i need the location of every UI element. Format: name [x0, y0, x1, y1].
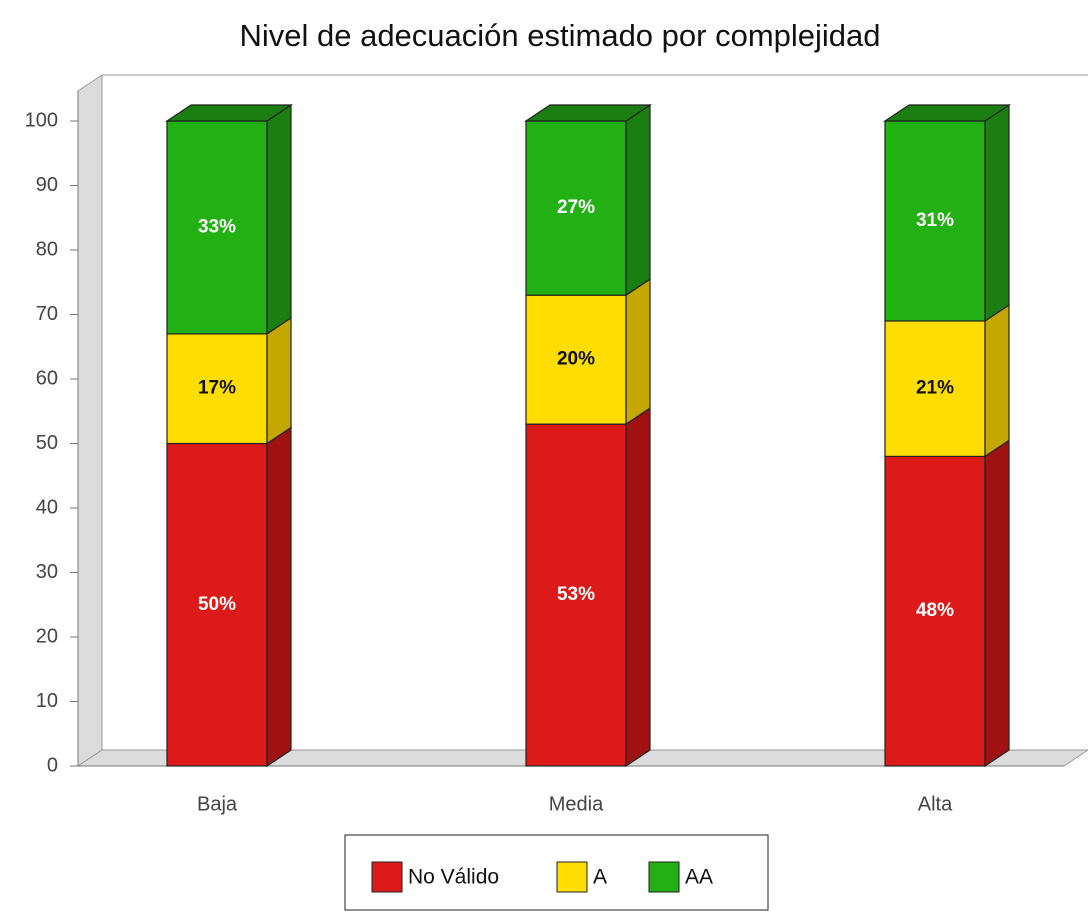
- y-tick-label: 40: [36, 496, 58, 518]
- y-tick-label: 30: [36, 561, 58, 583]
- data-label: 27%: [557, 197, 595, 218]
- data-label: 33%: [198, 216, 236, 237]
- bar-top: [524, 104, 652, 122]
- y-tick-label: 10: [36, 690, 58, 712]
- bar-segment: [525, 120, 627, 296]
- bar-segment: [166, 120, 268, 335]
- bar-side: [984, 103, 1010, 323]
- y-tick-label: 0: [47, 754, 58, 776]
- bar-side: [266, 426, 292, 768]
- left-wall: [77, 74, 103, 767]
- legend-label: A: [593, 866, 607, 889]
- y-tick-label: 60: [36, 367, 58, 389]
- bar-segment: [884, 455, 986, 767]
- x-tick-label: Baja: [197, 793, 238, 815]
- chart-title: Nivel de adecuación estimado por complej…: [239, 18, 880, 53]
- legend-swatch: [371, 861, 403, 893]
- bar-side: [984, 303, 1010, 458]
- data-label: 31%: [916, 210, 954, 231]
- bar-top: [165, 104, 293, 122]
- data-label: 17%: [198, 378, 236, 399]
- bar-side: [266, 103, 292, 335]
- legend-label: AA: [685, 866, 713, 889]
- data-label: 50%: [198, 594, 236, 615]
- bar-side: [625, 103, 651, 297]
- y-tick-label: 100: [25, 109, 58, 131]
- bar-segment: [525, 294, 627, 425]
- y-tick-label: 80: [36, 238, 58, 260]
- bar-side: [984, 439, 1010, 768]
- data-label: 53%: [557, 584, 595, 605]
- y-tick-label: 90: [36, 174, 58, 196]
- data-label: 48%: [916, 600, 954, 621]
- bar-side: [266, 316, 292, 445]
- data-label: 21%: [916, 378, 954, 399]
- bar-segment: [525, 423, 627, 767]
- x-tick-label: Alta: [918, 793, 953, 815]
- legend-swatch: [556, 861, 588, 893]
- legend-label: No Válido: [408, 866, 499, 889]
- bar-top: [883, 104, 1011, 122]
- x-tick-label: Media: [549, 793, 604, 815]
- y-tick-label: 50: [36, 432, 58, 454]
- bar-side: [625, 407, 651, 768]
- bar-side: [625, 278, 651, 426]
- data-label: 20%: [557, 349, 595, 370]
- legend-swatch: [648, 861, 680, 893]
- bar-segment: [884, 120, 986, 322]
- y-tick-label: 70: [36, 303, 58, 325]
- y-tick-label: 20: [36, 625, 58, 647]
